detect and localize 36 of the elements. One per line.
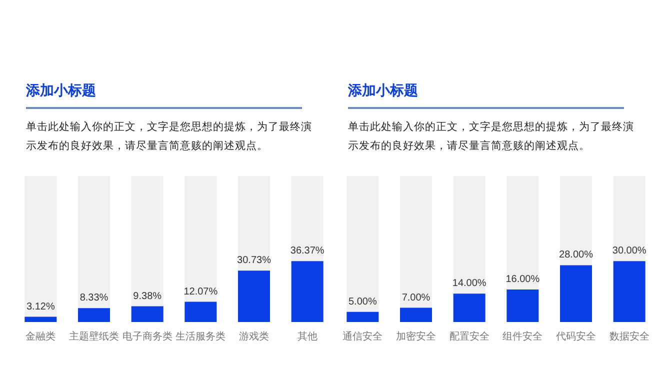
data-label: 3.12%	[26, 301, 55, 312]
x-tick-label: 金融类	[26, 330, 56, 342]
data-label: 8.33%	[80, 292, 108, 304]
data-label: 7.00%	[402, 292, 430, 304]
bar	[506, 290, 539, 322]
x-tick-label: 组件安全	[502, 330, 543, 342]
bar	[453, 294, 486, 322]
data-label: 12.07%	[184, 286, 218, 298]
x-tick-label: 电子商务类	[122, 330, 172, 342]
x-tick-label: 其他	[297, 330, 318, 342]
chart-title: 添加小标题	[348, 82, 418, 100]
x-tick-label: 加密安全	[396, 330, 436, 342]
x-tick-label: 配置安全	[449, 330, 490, 342]
data-label: 28.00%	[559, 250, 594, 261]
x-tick-label: 代码安全	[555, 330, 596, 342]
data-label: 30.73%	[237, 255, 272, 266]
chart-subtitle: 单击此处输入你的正文，文字是您思想的提炼，为了最终演示发布的良好效果，请尽量言简意赅的阐述观点。	[348, 120, 635, 154]
bar	[78, 308, 110, 322]
bar	[346, 312, 379, 322]
data-label: 30.00%	[612, 246, 646, 257]
bar	[400, 308, 432, 322]
chart-subtitle: 单击此处输入你的正文，文字是您思想的提炼，为了最终演示发布的良好效果，请尽量言简意赅的阐述观点。	[26, 120, 313, 154]
data-label: 9.38%	[133, 290, 162, 302]
data-label: 36.37%	[290, 246, 324, 257]
chart-title: 添加小标题	[26, 82, 96, 100]
x-tick-label: 通信安全	[342, 330, 383, 342]
data-label: 16.00%	[506, 274, 540, 286]
bar	[24, 316, 57, 322]
x-tick-label: 数据安全	[609, 330, 650, 342]
x-tick-label: 游戏类	[239, 330, 269, 342]
data-label: 5.00%	[348, 296, 377, 308]
data-label: 14.00%	[452, 278, 486, 290]
bar	[131, 306, 164, 322]
bar	[184, 302, 217, 322]
x-tick-label: 主题壁纸类	[69, 330, 119, 342]
x-tick-label: 生活服务类	[176, 330, 226, 342]
